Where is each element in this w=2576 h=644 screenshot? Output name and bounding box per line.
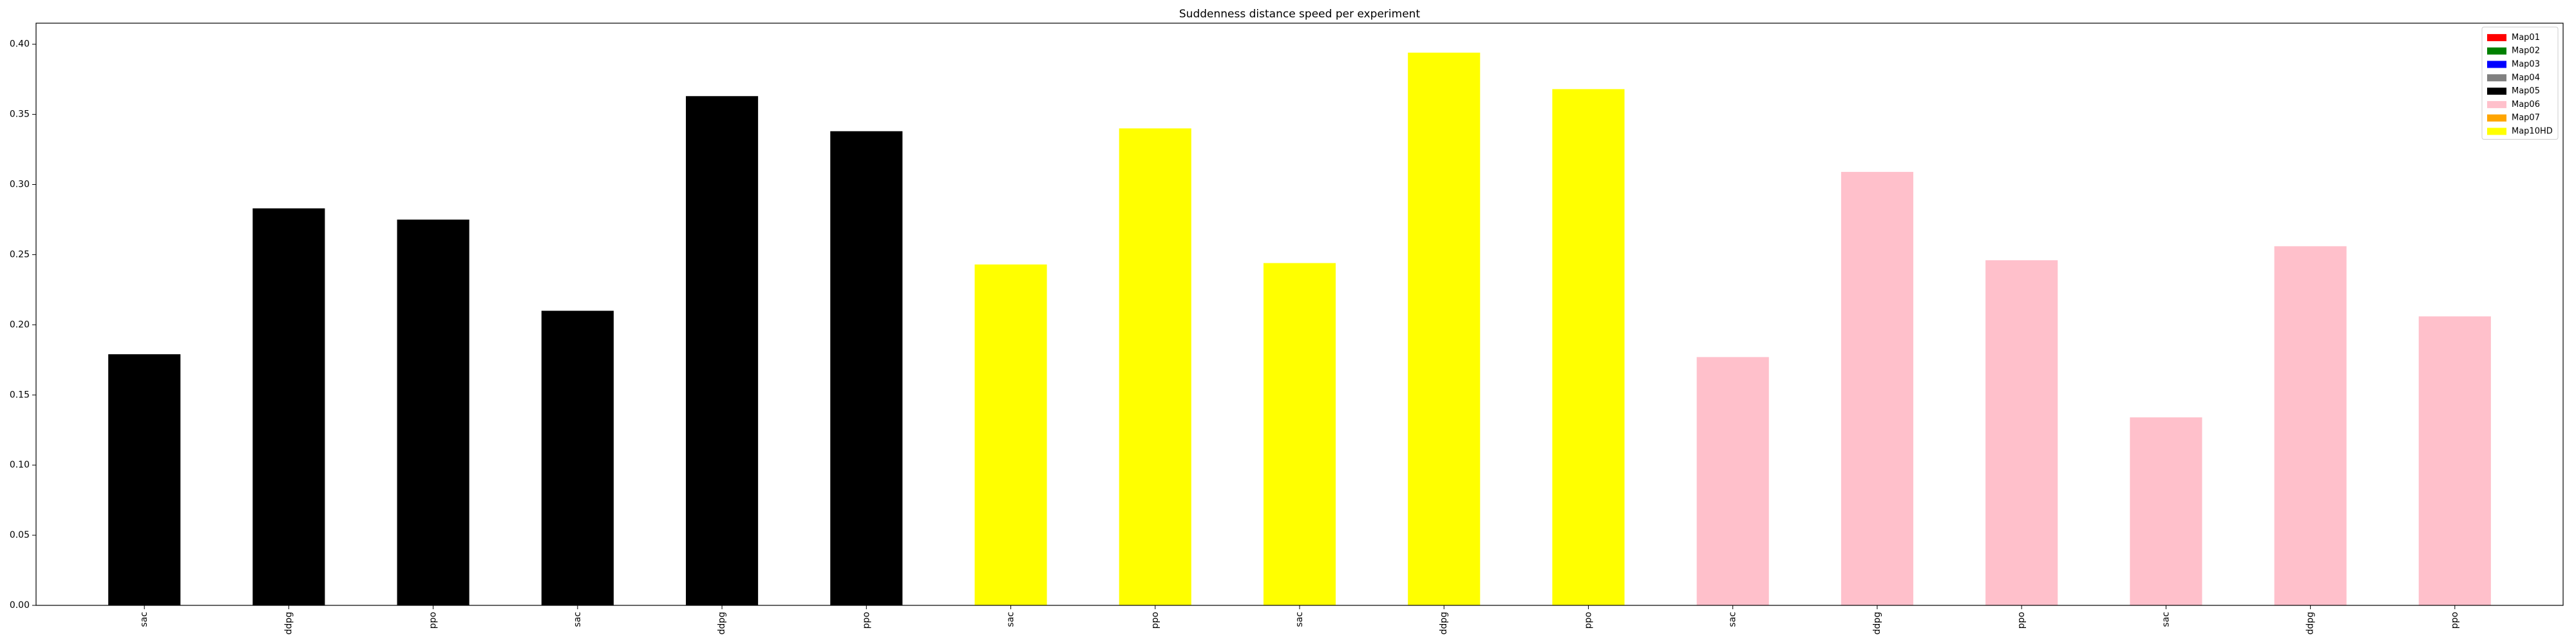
legend-swatch (2487, 114, 2506, 122)
x-tick-label: ppo (2450, 612, 2460, 629)
plot-frame (35, 23, 2564, 606)
bar (397, 219, 469, 605)
y-axis: 0.00 0.05 0.10 0.15 0.20 0.25 0.30 0.35 0.40 (10, 39, 36, 611)
x-tick-label: ddpg (2306, 612, 2316, 635)
y-tick-label: 0.30 (10, 180, 30, 190)
y-tick-label: 0.40 (10, 39, 30, 50)
x-tick-label: sac (1294, 612, 1305, 627)
legend-label: Map01 (2512, 33, 2540, 43)
bar (2418, 316, 2491, 605)
bar (830, 131, 903, 606)
x-tick-label: ddpg (1872, 612, 1882, 635)
x-tick-label: sac (2161, 612, 2171, 627)
x-tick-label: sac (139, 612, 149, 627)
x-tick-label: ppo (1150, 612, 1160, 629)
bar (252, 208, 325, 605)
legend-swatch (2487, 61, 2506, 68)
y-tick-label: 0.00 (10, 600, 30, 611)
bar (2130, 417, 2202, 605)
legend-label: Map05 (2512, 86, 2540, 96)
legend-label: Map06 (2512, 100, 2540, 109)
legend-swatch (2487, 88, 2506, 95)
y-tick-label: 0.25 (10, 249, 30, 260)
bars-layer (108, 52, 2491, 606)
y-tick-label: 0.20 (10, 319, 30, 330)
bar (1841, 171, 1913, 605)
legend-swatch (2487, 128, 2506, 135)
bar (1696, 357, 1769, 605)
y-tick-label: 0.35 (10, 109, 30, 120)
x-tick-label: ppo (2016, 612, 2027, 629)
x-axis: sac ddpg ppo sac ddpg ppo sac ppo sac ddpg ppo sac d… (139, 605, 2460, 635)
legend-label: Map03 (2512, 60, 2540, 70)
bar (686, 96, 759, 606)
x-tick-label: ddpg (283, 612, 294, 635)
legend-label: Map07 (2512, 113, 2540, 123)
x-tick-label: ddpg (717, 612, 727, 635)
legend-label: Map04 (2512, 73, 2540, 82)
x-tick-label: sac (1728, 612, 1738, 627)
y-tick-label: 0.10 (10, 460, 30, 470)
x-tick-label: ppo (861, 612, 871, 629)
x-tick-label: ppo (1583, 612, 1593, 629)
x-tick-label: sac (1006, 612, 1016, 627)
bar (108, 354, 181, 605)
legend-label: Map10HD (2512, 127, 2553, 137)
bar (541, 310, 614, 605)
legend-label: Map02 (2512, 46, 2540, 56)
y-tick-label: 0.05 (10, 530, 30, 540)
x-tick-label: ppo (428, 612, 439, 629)
x-tick-label: sac (573, 612, 583, 627)
bar (1552, 89, 1625, 605)
bar (1985, 260, 2058, 605)
bar (1408, 52, 1481, 606)
bar (974, 264, 1047, 605)
bar (1119, 128, 1191, 606)
bar (1263, 263, 1336, 605)
y-tick-label: 0.15 (10, 390, 30, 400)
bar (2274, 246, 2347, 605)
legend-swatch (2487, 74, 2506, 82)
x-tick-label: ddpg (1439, 612, 1449, 635)
legend-frame (2481, 26, 2559, 140)
legend-swatch (2487, 33, 2506, 41)
legend-swatch (2487, 100, 2506, 108)
chart-title: Suddenness distance speed per experiment (1179, 8, 1421, 21)
legend-swatch (2487, 47, 2506, 55)
legend: Map01 Map02 Map03 Map04 Map05 Map06 Map07 Map10… (2481, 26, 2559, 140)
